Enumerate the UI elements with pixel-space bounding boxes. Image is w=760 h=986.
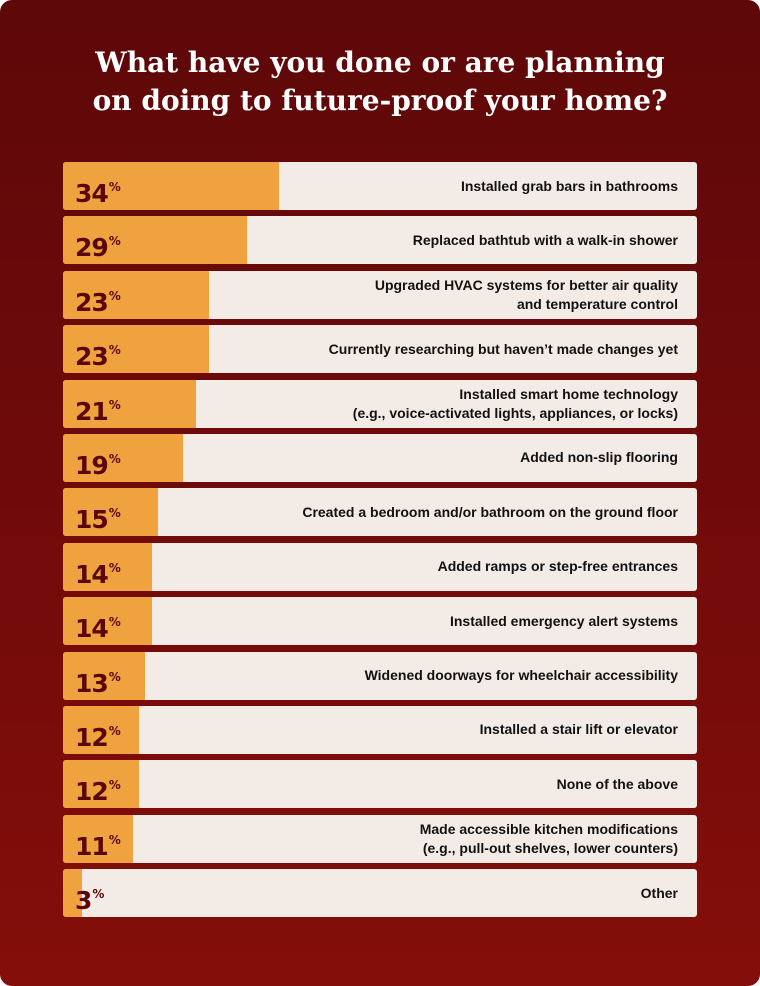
bar-row: 13% Widened doorways for wheelchair acces… <box>63 651 697 700</box>
value-number: 23 <box>75 342 109 372</box>
value-label: 11% <box>75 815 121 863</box>
category-label: Added ramps or step-free entrances <box>437 558 678 575</box>
percent-symbol: % <box>108 451 121 466</box>
percent-symbol: % <box>108 343 121 358</box>
value-number: 13 <box>75 668 109 698</box>
bar <box>63 216 247 265</box>
bar <box>63 705 140 754</box>
bar <box>63 270 209 319</box>
value-number: 12 <box>75 722 109 752</box>
value-label: 23% <box>75 325 121 373</box>
value-number: 14 <box>75 614 109 644</box>
category-label: Installed smart home technology (e.g., v… <box>352 385 678 421</box>
bar <box>63 433 184 482</box>
category-label: Created a bedroom and/or bathroom on the… <box>302 503 678 520</box>
percent-symbol: % <box>108 288 121 303</box>
percent-symbol: % <box>108 506 121 521</box>
bar-row: 14% Installed emergency alert systems <box>63 597 697 646</box>
bar-row: 19% Added non-slip flooring <box>63 433 697 482</box>
percent-symbol: % <box>108 397 121 412</box>
category-label: Made accessible kitchen modifications (e… <box>419 820 678 856</box>
value-label: 34% <box>75 162 121 210</box>
bar-row: 15% Created a bedroom and/or bathroom on … <box>63 488 697 537</box>
category-label: Installed grab bars in bathrooms <box>460 177 678 194</box>
value-number: 29 <box>75 233 109 263</box>
value-number: 21 <box>75 396 109 426</box>
chart-title: What have you done or are planning on do… <box>92 46 668 117</box>
value-number: 11 <box>75 831 109 861</box>
bar <box>63 814 133 863</box>
value-label: 14% <box>75 543 121 591</box>
percent-symbol: % <box>108 723 121 738</box>
value-number: 19 <box>75 450 109 480</box>
value-label: 21% <box>75 380 121 428</box>
bar <box>63 869 83 918</box>
category-label: Upgraded HVAC systems for better air qua… <box>374 276 678 312</box>
value-number: 14 <box>75 559 109 589</box>
percent-symbol: % <box>92 887 105 902</box>
bar-row: 3% Other <box>63 869 697 918</box>
bar-row: 34% Installed grab bars in bathrooms <box>63 162 697 210</box>
bar <box>63 760 140 809</box>
bar-row: 12% None of the above <box>63 760 697 809</box>
bar <box>63 651 146 700</box>
category-label: Currently researching but haven’t made c… <box>328 340 678 357</box>
bar-row: 21% Installed smart home technology (e.g.… <box>63 379 697 428</box>
value-number: 34 <box>75 179 109 208</box>
bar <box>63 379 197 428</box>
value-label: 15% <box>75 488 121 536</box>
category-label: Widened doorways for wheelchair accessib… <box>364 667 678 684</box>
percent-symbol: % <box>108 180 121 194</box>
category-label: Replaced bathtub with a walk-in shower <box>412 231 678 248</box>
bar-row: 12% Installed a stair lift or elevator <box>63 705 697 754</box>
value-number: 15 <box>75 505 109 535</box>
value-label: 3% <box>75 869 104 917</box>
bar <box>63 162 279 210</box>
percent-symbol: % <box>108 234 121 249</box>
percent-symbol: % <box>108 832 121 847</box>
bar-row: 29% Replaced bathtub with a walk-in showe… <box>63 216 697 265</box>
percent-symbol: % <box>108 778 121 793</box>
category-label: Installed emergency alert systems <box>449 612 678 629</box>
value-label: 12% <box>75 760 121 808</box>
value-label: 13% <box>75 652 121 700</box>
bar <box>63 542 152 591</box>
bar-row: 11% Made accessible kitchen modifications… <box>63 814 697 863</box>
value-label: 19% <box>75 434 121 482</box>
bar-list: 34% Installed grab bars in bathrooms 29% Re… <box>63 162 697 923</box>
bar <box>63 325 209 374</box>
percent-symbol: % <box>108 615 121 630</box>
category-label: Installed a stair lift or elevator <box>479 721 678 738</box>
bar-row: 23% Upgraded HVAC systems for better air … <box>63 270 697 319</box>
value-label: 12% <box>75 706 121 754</box>
percent-symbol: % <box>108 560 121 575</box>
bar-row: 14% Added ramps or step-free entrances <box>63 542 697 591</box>
value-label: 14% <box>75 597 121 645</box>
bar-row: 23% Currently researching but haven’t mad… <box>63 325 697 374</box>
category-label: None of the above <box>556 775 678 792</box>
bar <box>63 488 159 537</box>
percent-symbol: % <box>108 669 121 684</box>
value-number: 3 <box>75 886 92 916</box>
value-label: 29% <box>75 216 121 264</box>
value-number: 12 <box>75 777 109 807</box>
value-number: 23 <box>75 287 109 317</box>
bar <box>63 597 152 646</box>
category-label: Added non-slip flooring <box>520 449 678 466</box>
category-label: Other <box>640 884 678 901</box>
value-label: 23% <box>75 271 121 319</box>
